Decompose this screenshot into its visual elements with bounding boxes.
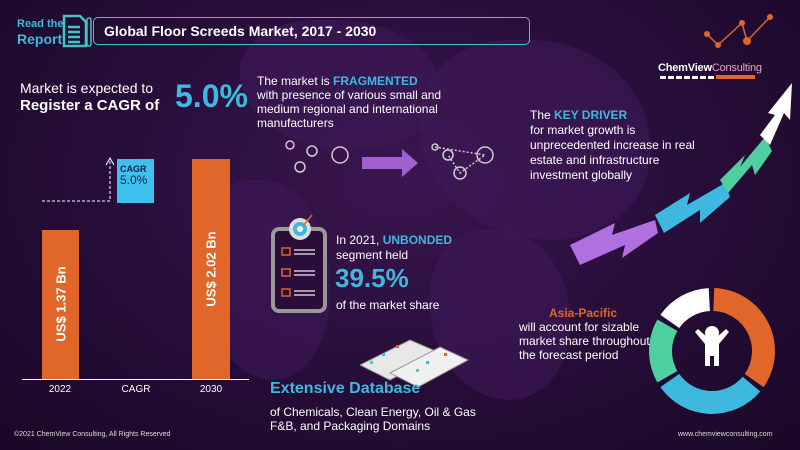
bar-label-2030: US$ 2.02 Bn xyxy=(203,231,219,307)
segment-share-value: 39.5% xyxy=(335,263,409,293)
cagr-label: Register a CAGR of xyxy=(20,97,160,114)
logo-tagline-bar xyxy=(716,75,755,79)
world-map-europe-asia xyxy=(420,40,650,240)
x-axis xyxy=(22,379,249,380)
segment-highlight: UNBONDED xyxy=(382,233,453,247)
x-tick-2030: 2030 xyxy=(199,384,223,395)
world-map-africa xyxy=(430,230,570,400)
donut-segment-orange xyxy=(713,288,775,388)
key-driver-text: The KEY DRIVER for market growth is unpr… xyxy=(530,108,710,183)
driver-rest: for market growth is unprecedented incre… xyxy=(530,123,695,182)
driver-highlight: KEY DRIVER xyxy=(554,108,628,122)
region-title: Asia-Pacific xyxy=(549,306,618,320)
driver-prefix: The xyxy=(530,108,555,122)
donut-segment-blue xyxy=(660,373,761,414)
cagr-annotation-value: 5.0% xyxy=(120,173,148,187)
bar-2022: US$ 1.37 Bn xyxy=(42,229,79,379)
database-title: Extensive Database xyxy=(270,380,421,397)
read-report-link[interactable]: Read the Report xyxy=(17,18,63,47)
database-subtitle: of Chemicals, Clean Energy, Oil & Gas F&… xyxy=(270,405,476,433)
donut-segment-white xyxy=(660,288,710,329)
fragmented-rest: with presence of various small and mediu… xyxy=(257,88,442,130)
fragmented-highlight: FRAGMENTED xyxy=(333,74,418,88)
logo-graph-icon xyxy=(704,14,773,48)
segment-line2: segment held xyxy=(336,248,409,262)
copyright: ©2021 ChemView Consulting, All Rights Re… xyxy=(14,431,171,438)
segment-text: In 2021, UNBONDED segment held xyxy=(336,233,452,263)
logo-view: View xyxy=(687,62,712,74)
document-icon[interactable] xyxy=(62,14,92,48)
person-icon xyxy=(695,326,729,366)
segment-share-label: of the market share xyxy=(336,298,440,312)
chemview-logo: ChemViewConsulting xyxy=(658,62,762,74)
cagr-intro: Market is expected to xyxy=(20,80,154,96)
database-line1: of Chemicals, Clean Energy, Oil & Gas xyxy=(270,405,476,419)
page-title: Global Floor Screeds Market, 2017 - 2030 xyxy=(93,17,530,45)
x-tick-2022: 2022 xyxy=(48,384,72,395)
fragmented-prefix: The market is xyxy=(257,74,334,88)
cagr-dashed-arrow xyxy=(42,156,115,202)
cagr-annotation: CAGR 5.0% xyxy=(117,159,154,203)
location-pins-icon xyxy=(285,140,494,180)
logo-consulting: Consulting xyxy=(711,62,762,74)
database-line2: F&B, and Packaging Domains xyxy=(270,419,431,433)
donut-segment-green xyxy=(649,319,678,383)
website-link[interactable]: www.chemviewconsulting.com xyxy=(678,431,773,438)
cagr-value: 5.0% xyxy=(175,78,248,114)
read-label: Read the xyxy=(17,18,64,30)
bar-2030: US$ 2.02 Bn xyxy=(192,159,230,379)
x-tick-cagr: CAGR xyxy=(121,384,151,395)
world-map-americas xyxy=(240,20,440,150)
logo-underline xyxy=(660,76,715,79)
logo-chem: Chem xyxy=(658,62,688,74)
fragmented-text: The market is FRAGMENTED with presence o… xyxy=(257,74,467,130)
cagr-annotation-label: CAGR xyxy=(120,164,147,174)
database-sheets-icon xyxy=(360,339,470,388)
segment-prefix: In 2021, xyxy=(336,233,383,247)
clipboard-checklist-icon xyxy=(271,214,327,313)
growth-arrows-icon xyxy=(570,83,792,265)
region-donut xyxy=(649,288,775,414)
bar-label-2022: US$ 1.37 Bn xyxy=(53,266,68,342)
region-text: will account for sizable market share th… xyxy=(519,320,650,362)
report-label: Report xyxy=(17,31,63,47)
